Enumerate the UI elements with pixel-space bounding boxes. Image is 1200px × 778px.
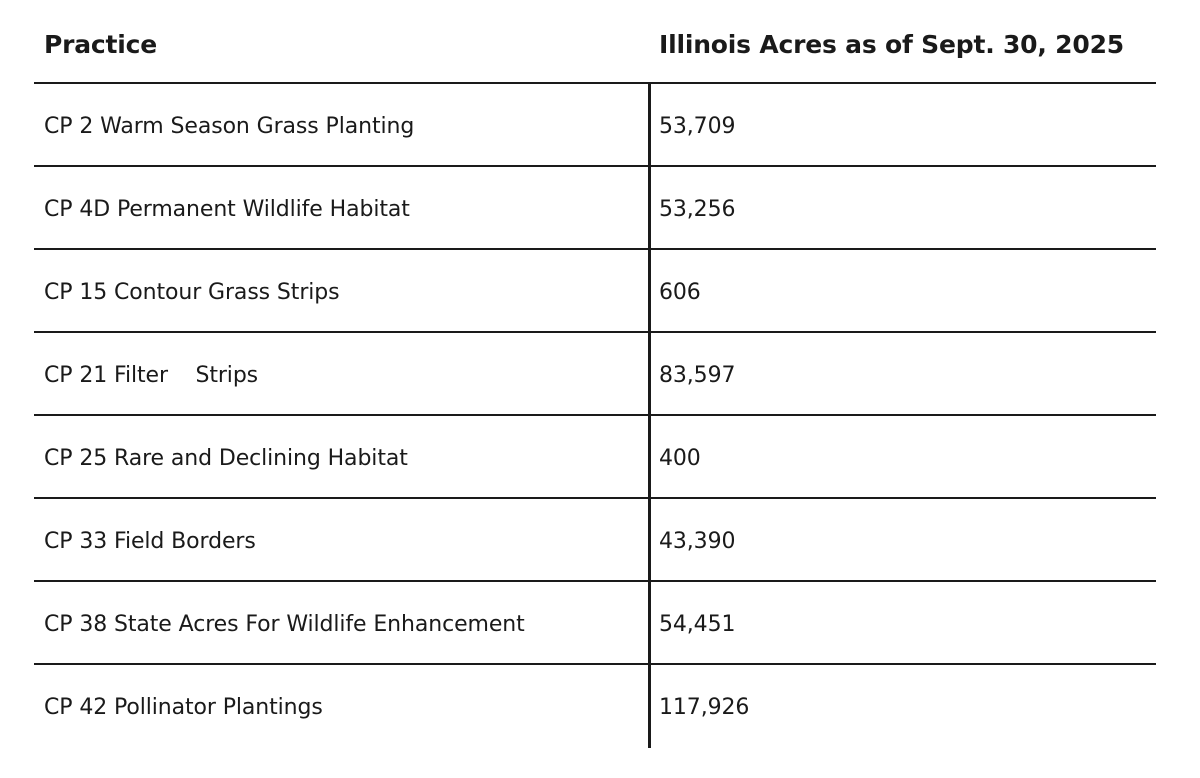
table-row: CP 2 Warm Season Grass Planting 53,709 (34, 84, 1156, 167)
acres-cell: 53,709 (659, 114, 736, 139)
table-row: CP 4D Permanent Wildlife Habitat 53,256 (34, 167, 1156, 250)
table-row: CP 38 State Acres For Wildlife Enhanceme… (34, 582, 1156, 665)
column-divider (648, 84, 651, 748)
table-body: CP 2 Warm Season Grass Planting 53,709 C… (34, 84, 1156, 748)
acres-cell: 53,256 (659, 197, 736, 222)
acres-cell: 43,390 (659, 529, 736, 554)
table-header-row: Practice Illinois Acres as of Sept. 30, … (34, 0, 1156, 84)
table-row: CP 15 Contour Grass Strips 606 (34, 250, 1156, 333)
acres-cell: 400 (659, 446, 701, 471)
acres-cell: 606 (659, 280, 701, 305)
practice-acres-table: Practice Illinois Acres as of Sept. 30, … (34, 0, 1156, 748)
acres-cell: 117,926 (659, 695, 750, 720)
table-row: CP 33 Field Borders 43,390 (34, 499, 1156, 582)
acres-cell: 83,597 (659, 363, 736, 388)
practice-cell: CP 2 Warm Season Grass Planting (44, 114, 415, 139)
table-row: CP 42 Pollinator Plantings 117,926 (34, 665, 1156, 748)
practice-cell: CP 25 Rare and Declining Habitat (44, 446, 408, 471)
practice-cell: CP 4D Permanent Wildlife Habitat (44, 197, 410, 222)
practice-cell: CP 21 Filter Strips (44, 363, 259, 388)
table-row: CP 25 Rare and Declining Habitat 400 (34, 416, 1156, 499)
header-acres: Illinois Acres as of Sept. 30, 2025 (659, 30, 1124, 59)
practice-cell: CP 38 State Acres For Wildlife Enhanceme… (44, 612, 525, 637)
practice-cell: CP 42 Pollinator Plantings (44, 695, 323, 720)
header-practice: Practice (44, 30, 158, 59)
table-row: CP 21 Filter Strips 83,597 (34, 333, 1156, 416)
acres-cell: 54,451 (659, 612, 736, 637)
practice-cell: CP 33 Field Borders (44, 529, 256, 554)
practice-cell: CP 15 Contour Grass Strips (44, 280, 340, 305)
